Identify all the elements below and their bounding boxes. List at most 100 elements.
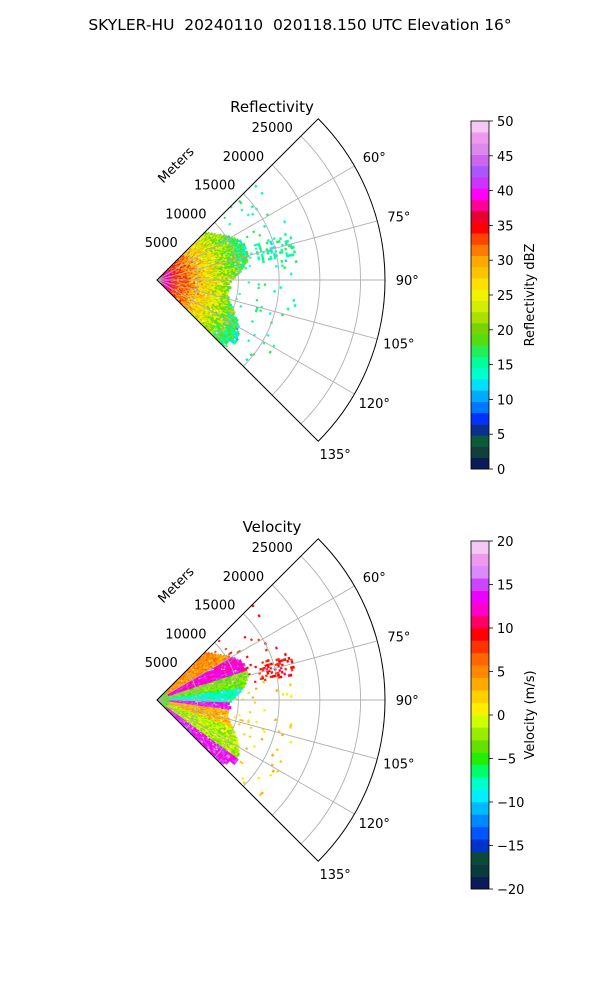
radial-tick-label: 5000	[145, 236, 178, 251]
colorbar-segment	[471, 154, 489, 167]
field-cell	[227, 277, 230, 279]
field-cell	[187, 277, 190, 279]
field-cell	[240, 208, 244, 212]
field-cell	[184, 283, 188, 285]
colorbar-segment	[471, 323, 489, 335]
colorbar-tick-label: 30	[497, 254, 514, 269]
field-cell	[286, 307, 290, 311]
angle-tick-label: 90°	[396, 274, 419, 289]
reflectivity-panel: Reflectivity 500010000150002000025000Met…	[145, 98, 538, 478]
field-cell	[247, 339, 251, 343]
colorbar-segment	[471, 457, 489, 470]
colorbar-segment	[471, 199, 489, 212]
colorbar-segment	[471, 165, 489, 178]
field-cell	[190, 284, 194, 286]
field-cell	[279, 286, 283, 289]
colorbar-segment	[471, 345, 489, 358]
field-cell	[233, 275, 236, 278]
field-cell	[289, 236, 293, 240]
field-cell	[293, 250, 296, 254]
colorbar-segment	[471, 266, 489, 279]
colorbar-segment	[471, 244, 489, 257]
colorbar-segment	[471, 446, 489, 459]
field-cell	[221, 280, 224, 283]
radial-axis-label: Meters	[156, 144, 198, 186]
radial-tick-label: 25000	[252, 121, 293, 136]
grid-spoke	[156, 279, 355, 395]
field-cell	[231, 273, 234, 275]
panel-title: Reflectivity	[230, 98, 314, 116]
field-cell	[292, 245, 295, 249]
field-cell	[284, 259, 288, 263]
colorbar-segment	[471, 210, 489, 223]
colorbar-segment	[471, 334, 489, 346]
field-cell	[245, 235, 249, 239]
radial-tick-label: 10000	[165, 207, 206, 222]
field-cell	[246, 213, 250, 217]
colorbar-tick-label: 25	[497, 289, 514, 304]
field-cell	[221, 276, 224, 278]
colorbar-tick-label: 0	[497, 463, 505, 478]
field-cell	[229, 281, 232, 283]
field-cell	[275, 265, 278, 268]
colorbar-label: Reflectivity dBZ	[523, 244, 538, 347]
field-cell	[240, 267, 244, 270]
field-cell	[283, 220, 287, 224]
radial-tick-label: 20000	[223, 150, 264, 165]
field-cell	[203, 267, 207, 270]
field-cell	[263, 224, 267, 229]
field-cell	[280, 259, 284, 263]
colorbar-segment	[471, 412, 489, 425]
colorbar-segment	[471, 300, 489, 313]
colorbar-segment	[471, 367, 489, 380]
field-cell	[228, 222, 232, 226]
reflectivity-field	[156, 184, 298, 362]
colorbar-tick-label: 15	[497, 359, 514, 374]
field-cell	[238, 292, 241, 295]
field-cell	[250, 320, 254, 323]
colorbar-segment	[471, 132, 489, 144]
colorbar-segment	[471, 188, 489, 200]
field-cell	[227, 283, 230, 286]
field-cell	[259, 309, 262, 313]
field-cell	[251, 212, 255, 216]
field-cell	[272, 237, 276, 241]
field-cell	[266, 239, 270, 243]
field-cell	[260, 191, 264, 196]
panel-title: Velocity	[243, 518, 302, 536]
field-cell	[235, 274, 238, 277]
field-cell	[176, 697, 180, 699]
field-cell	[217, 277, 220, 280]
field-cell	[227, 276, 230, 278]
field-cell	[266, 252, 270, 255]
colorbar-tick-label: 5	[497, 428, 505, 443]
field-cell	[229, 287, 232, 290]
angle-tick-label: 120°	[359, 397, 390, 412]
field-cell	[269, 257, 273, 261]
field-cell	[258, 233, 262, 237]
field-cell	[289, 272, 293, 276]
field-cell	[265, 241, 269, 245]
field-cell	[252, 230, 256, 234]
colorbar-segment	[471, 356, 489, 369]
angle-tick-label: 60°	[363, 151, 386, 166]
colorbar-tick-label: 50	[497, 115, 514, 130]
field-cell	[268, 312, 272, 315]
field-cell	[281, 264, 284, 268]
colorbar-segment	[471, 289, 489, 301]
field-cell	[254, 184, 258, 188]
field-cell	[245, 260, 249, 263]
field-cell	[280, 250, 284, 254]
field-cell	[242, 265, 246, 269]
field-cell	[221, 283, 224, 285]
colorbar-segment	[471, 278, 489, 290]
field-cell	[249, 353, 253, 357]
field-cell	[231, 277, 234, 279]
field-cell	[273, 256, 277, 260]
colorbar-segment	[471, 424, 489, 436]
field-cell	[248, 265, 252, 268]
field-cell	[257, 286, 260, 290]
colorbar-tick-label: 10	[497, 393, 514, 408]
field-cell	[219, 282, 222, 284]
